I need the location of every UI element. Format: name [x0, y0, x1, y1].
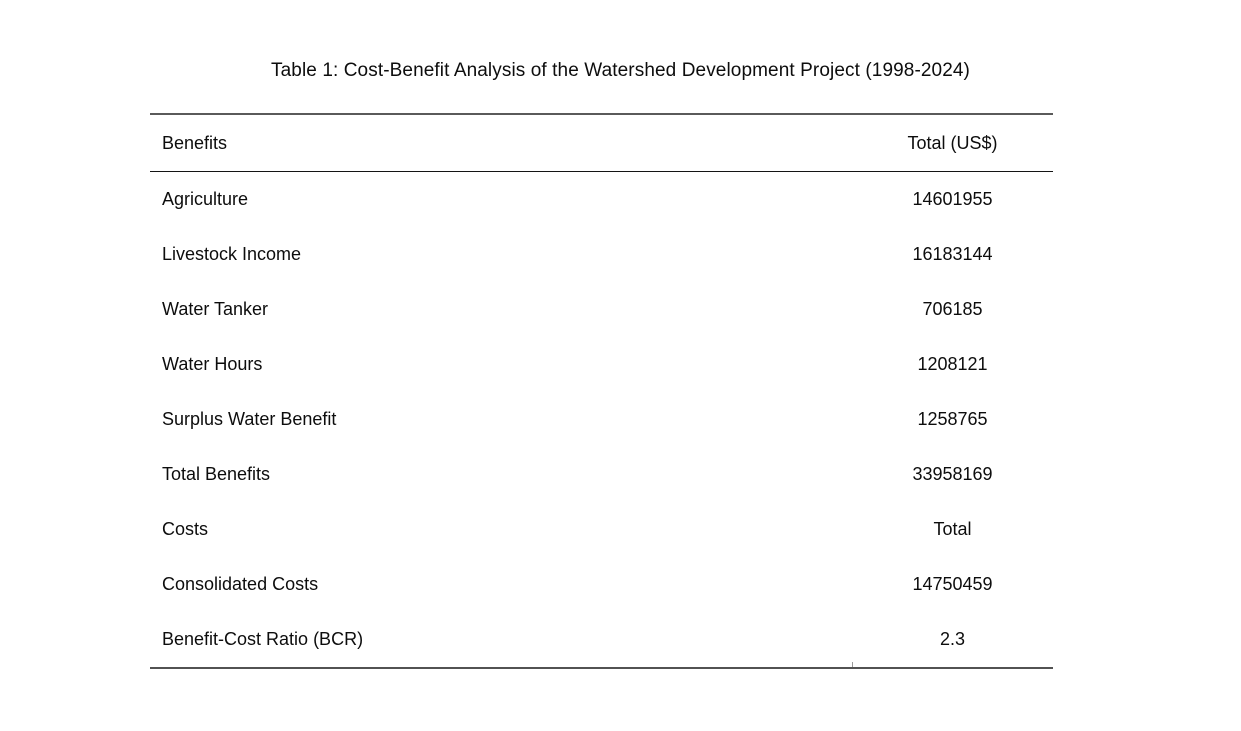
row-value: 1208121 [917, 354, 988, 374]
row-label: Water Hours [162, 354, 263, 374]
row-value: 33958169 [912, 464, 993, 484]
row-value: 14601955 [912, 189, 993, 209]
table-row: Benefit-Cost Ratio (BCR) 2.3 [150, 612, 1053, 667]
table-row: Water Hours 1208121 [150, 337, 1053, 392]
row-value: 1258765 [917, 409, 988, 429]
row-value: 706185 [922, 299, 983, 319]
row-label: Total Benefits [162, 464, 271, 484]
row-label: Consolidated Costs [162, 574, 319, 594]
column-header-total: Total (US$) [907, 132, 998, 153]
table-title: Table 1: Cost-Benefit Analysis of the Wa… [271, 60, 970, 81]
row-value: 14750459 [912, 574, 993, 594]
table-row: Consolidated Costs 14750459 [150, 557, 1053, 612]
cost-benefit-table: Benefits Total (US$) Agriculture 1460195… [150, 113, 1053, 669]
table-row: Agriculture 14601955 [150, 172, 1053, 227]
row-value: 16183144 [912, 244, 993, 264]
row-label: Livestock Income [162, 244, 302, 264]
table-row: Water Tanker 706185 [150, 282, 1053, 337]
table-row: Total Benefits 33958169 [150, 447, 1053, 502]
row-label: Water Tanker [162, 299, 269, 319]
row-label: Benefit-Cost Ratio (BCR) [162, 629, 364, 649]
table-row: Costs Total [150, 502, 1053, 557]
table-row: Livestock Income 16183144 [150, 227, 1053, 282]
row-label: Surplus Water Benefit [162, 409, 337, 429]
row-value: Total [933, 519, 972, 539]
table-header-row: Benefits Total (US$) [150, 115, 1053, 172]
table-row: Surplus Water Benefit 1258765 [150, 392, 1053, 447]
row-value: 2.3 [939, 629, 966, 649]
column-divider-tick [852, 661, 853, 667]
row-label: Agriculture [162, 189, 249, 209]
column-header-benefits: Benefits [162, 132, 228, 153]
row-label: Costs [162, 519, 209, 539]
